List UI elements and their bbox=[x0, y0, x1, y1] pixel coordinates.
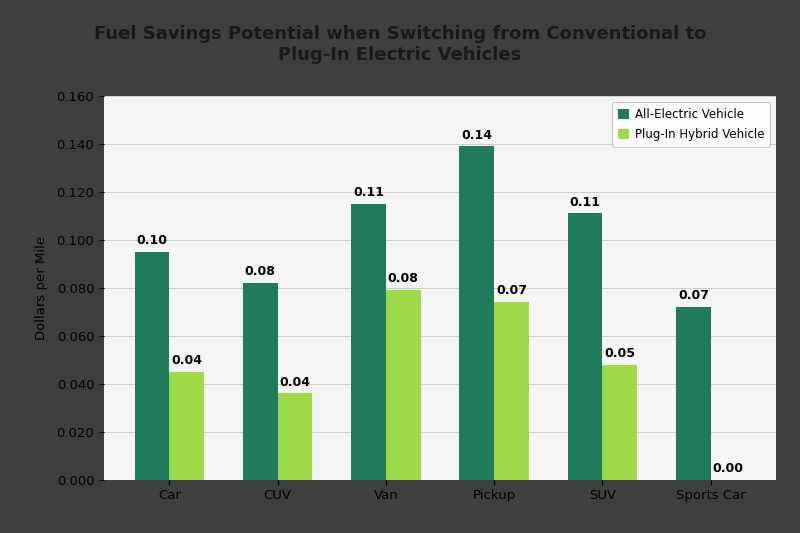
Text: 0.07: 0.07 bbox=[678, 289, 709, 302]
Text: 0.04: 0.04 bbox=[171, 354, 202, 367]
Bar bbox=[243, 283, 278, 480]
Text: 0.08: 0.08 bbox=[388, 272, 418, 286]
Text: 0.08: 0.08 bbox=[245, 265, 276, 278]
Text: 0.04: 0.04 bbox=[279, 376, 310, 389]
Bar bbox=[459, 146, 494, 480]
Bar bbox=[351, 204, 386, 480]
Text: 0.10: 0.10 bbox=[136, 234, 167, 247]
Text: 0.00: 0.00 bbox=[713, 462, 744, 475]
Text: 0.14: 0.14 bbox=[462, 128, 492, 141]
Text: 0.11: 0.11 bbox=[570, 196, 601, 208]
Y-axis label: Dollars per Mile: Dollars per Mile bbox=[35, 236, 48, 340]
Legend: All-Electric Vehicle, Plug-In Hybrid Vehicle: All-Electric Vehicle, Plug-In Hybrid Veh… bbox=[612, 102, 770, 147]
Bar bbox=[278, 393, 312, 480]
Bar bbox=[602, 365, 637, 480]
Bar bbox=[494, 302, 529, 480]
Text: 0.05: 0.05 bbox=[604, 347, 635, 360]
Bar bbox=[676, 307, 710, 480]
Bar bbox=[170, 372, 204, 480]
Bar bbox=[134, 252, 170, 480]
Text: 0.07: 0.07 bbox=[496, 285, 527, 297]
Text: 0.11: 0.11 bbox=[353, 186, 384, 199]
Bar bbox=[568, 213, 602, 480]
Text: Fuel Savings Potential when Switching from Conventional to
Plug-In Electric Vehi: Fuel Savings Potential when Switching fr… bbox=[94, 25, 706, 64]
Bar bbox=[386, 290, 421, 480]
